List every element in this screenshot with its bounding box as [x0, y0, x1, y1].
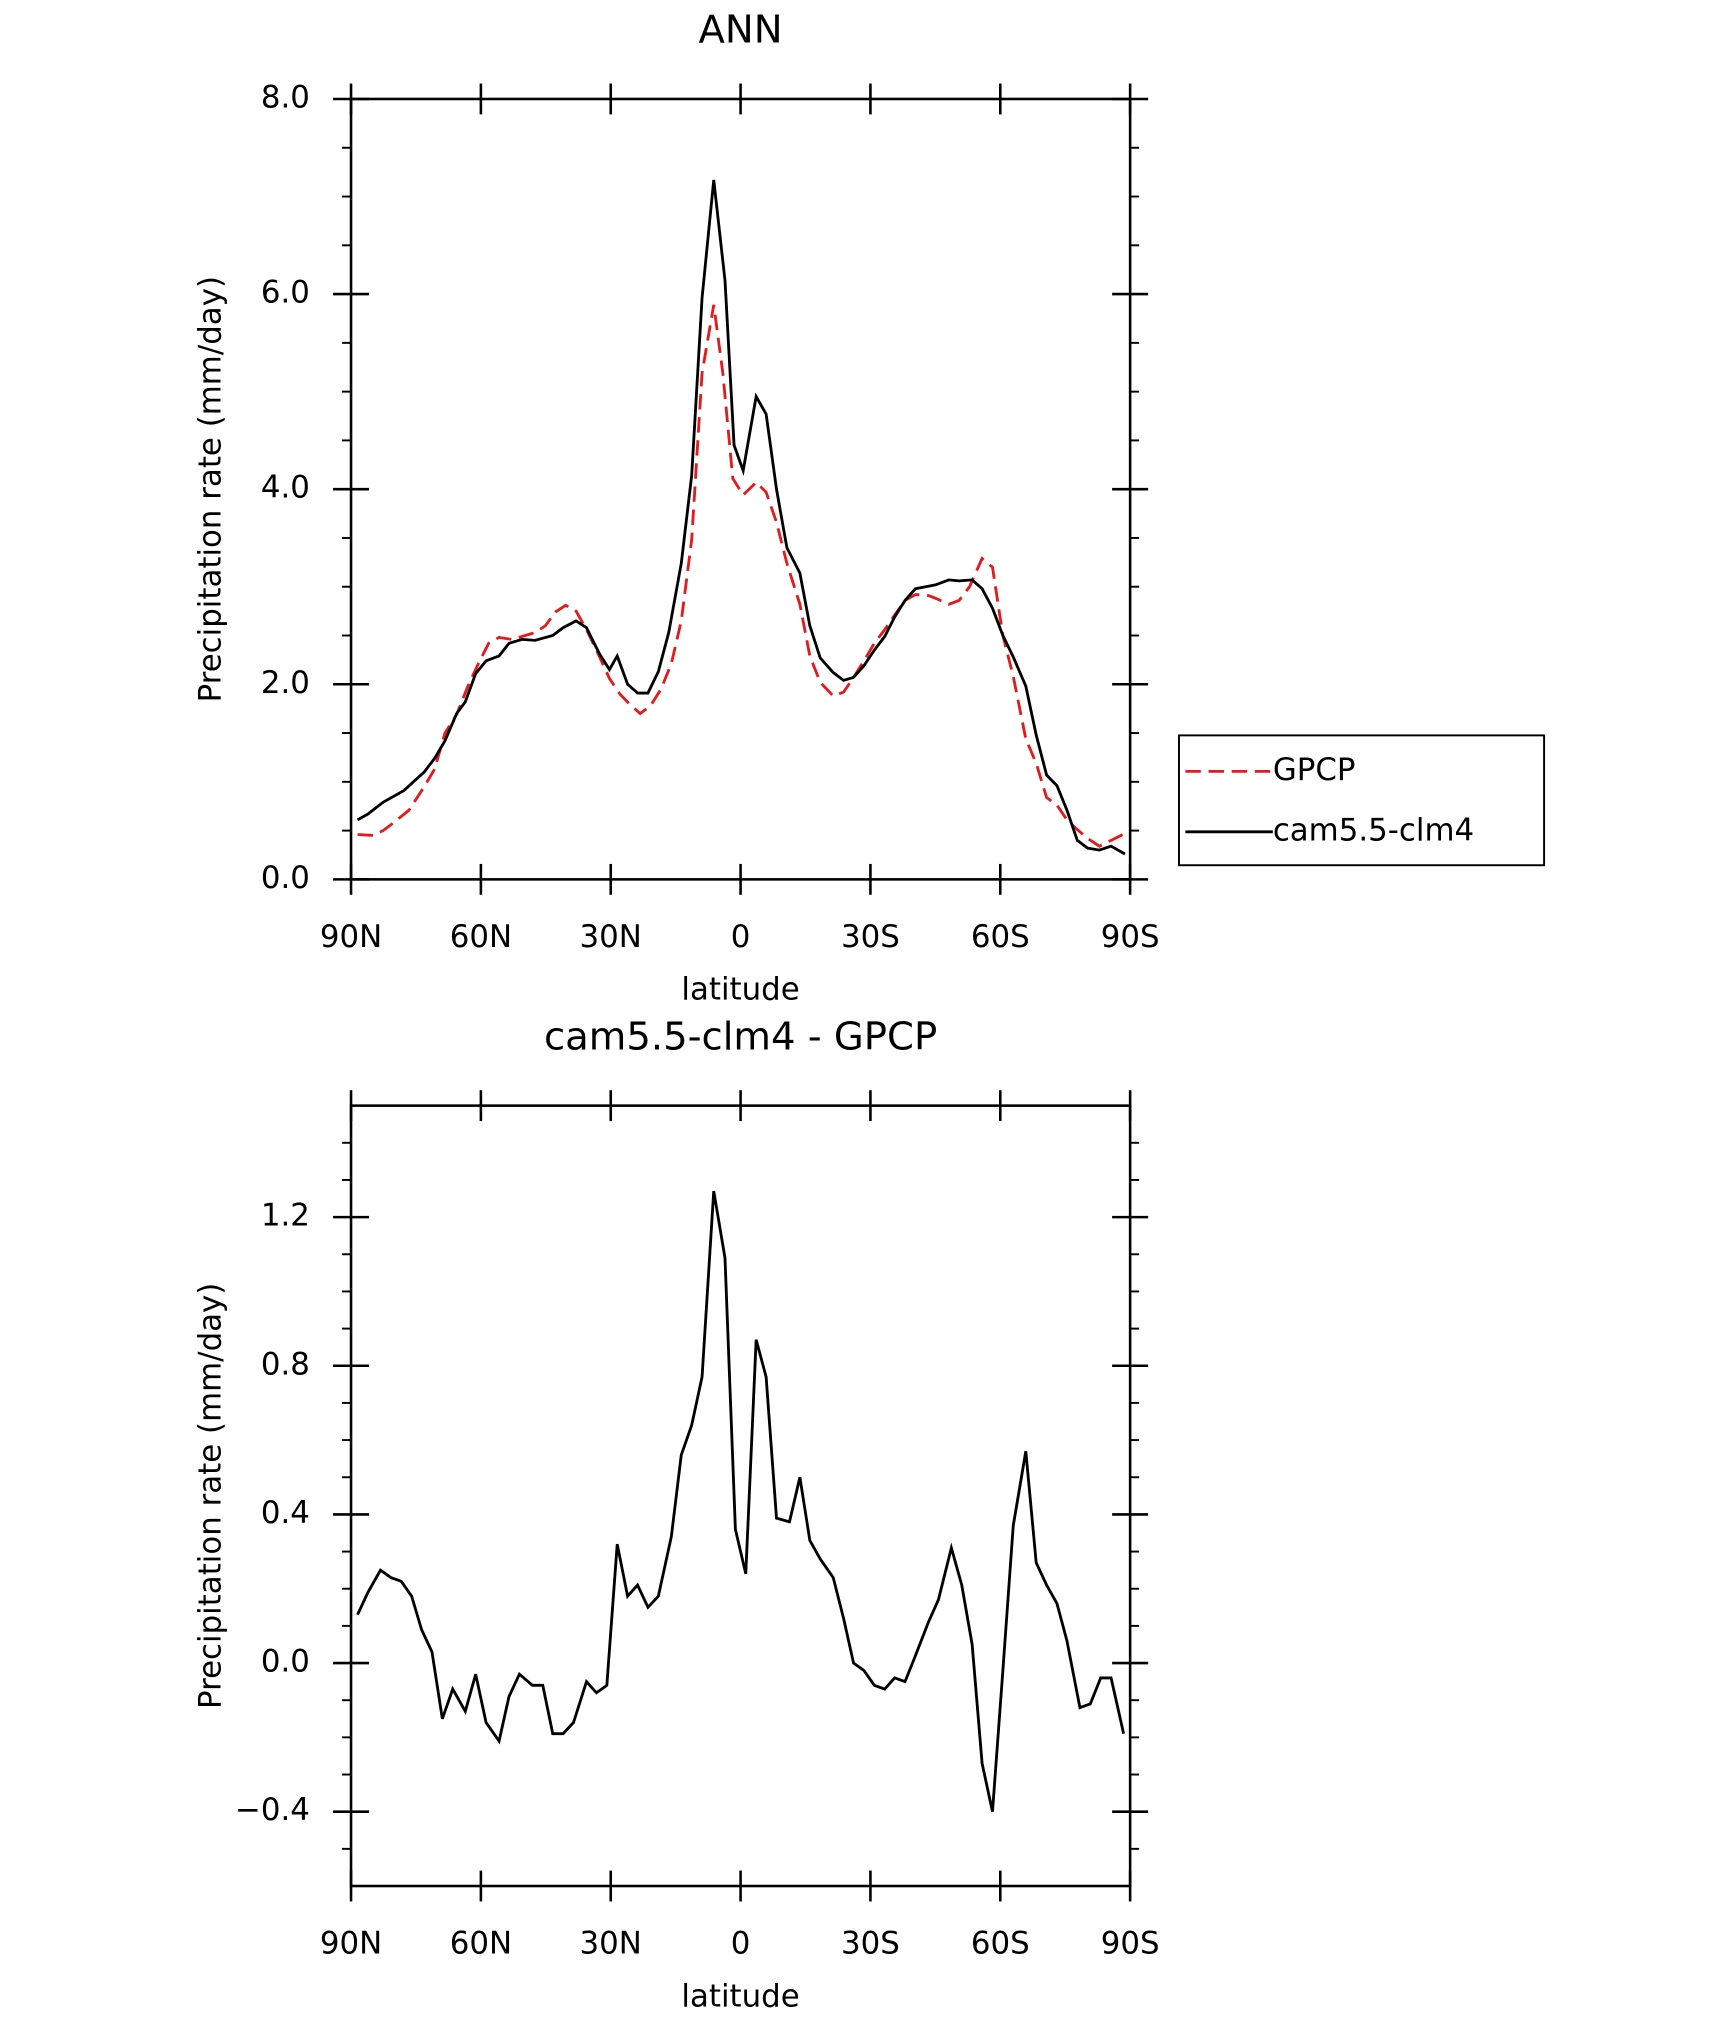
y-tick-label: 0.8: [261, 1346, 310, 1382]
y-axis-label: Precipitation rate (mm/day): [193, 1283, 229, 1709]
x-tick-label: 30S: [841, 919, 900, 955]
y-tick-label: 8.0: [261, 79, 310, 115]
legend-label: GPCP: [1273, 752, 1356, 788]
x-tick-label: 30S: [841, 1926, 900, 1962]
chart-title: ANN: [699, 8, 783, 53]
plot-frame: [349, 97, 1132, 881]
data-line: [356, 1190, 1126, 1812]
x-tick-label: 30N: [580, 919, 642, 955]
x-tick-label: 30N: [580, 1926, 642, 1962]
x-tick-label: 90N: [320, 1926, 382, 1962]
x-tick-label: 0: [731, 1926, 751, 1962]
plot-frame: [349, 1104, 1132, 1888]
x-tick-label: 90S: [1101, 919, 1160, 955]
y-tick-label: −0.4: [235, 1792, 310, 1828]
x-tick-label: 60N: [450, 1926, 512, 1962]
x-axis-label: latitude: [681, 1978, 799, 2014]
data-line: [357, 304, 1126, 848]
chart: ANN latitude Precipitation rate (mm/day) 90…: [193, 8, 1546, 1008]
y-tick-label: 2.0: [261, 665, 310, 701]
chart-title: cam5.5-clm4 - GPCP: [544, 1014, 937, 1059]
x-tick-label: 90N: [320, 919, 382, 955]
y-tick-label: 4.0: [261, 470, 310, 506]
data-line: [356, 179, 1126, 856]
legend-box: [1178, 734, 1546, 867]
x-tick-label: 60S: [971, 1926, 1030, 1962]
y-tick-label: 1.2: [261, 1198, 310, 1234]
x-tick-label: 90S: [1101, 1926, 1160, 1962]
x-tick-label: 60S: [971, 919, 1030, 955]
y-tick-label: 0.4: [261, 1495, 310, 1531]
x-axis-label: latitude: [681, 972, 799, 1008]
y-tick-label: 0.0: [261, 860, 310, 896]
legend-label: cam5.5-clm4: [1273, 812, 1474, 848]
y-tick-label: 0.0: [261, 1644, 310, 1680]
x-tick-label: 0: [731, 919, 751, 955]
chart: cam5.5-clm4 - GPCP latitude Precipitation …: [193, 1014, 1160, 2014]
y-axis-label: Precipitation rate (mm/day): [193, 276, 229, 702]
x-tick-label: 60N: [450, 919, 512, 955]
y-tick-label: 6.0: [261, 275, 310, 311]
